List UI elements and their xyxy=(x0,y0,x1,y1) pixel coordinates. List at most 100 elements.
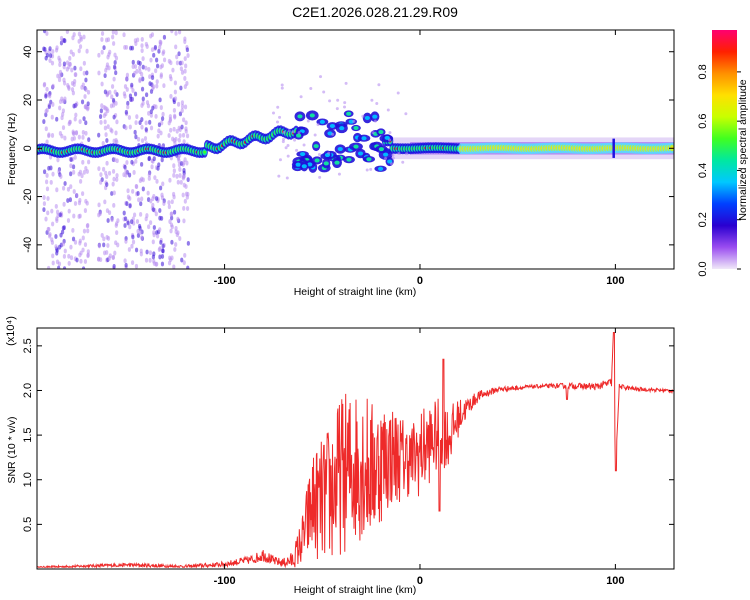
noise-dot xyxy=(185,194,189,200)
y-tick-label: 0 xyxy=(22,145,34,151)
noise-dot xyxy=(116,242,120,248)
scatter-dot xyxy=(285,176,289,180)
noise-dot xyxy=(109,103,114,109)
y-tick-label: -40 xyxy=(22,237,34,253)
scatter-dot xyxy=(370,98,374,102)
noise-dot xyxy=(97,202,101,208)
noise-dot xyxy=(136,191,140,196)
noise-dot xyxy=(154,104,158,110)
scatter-dot xyxy=(286,143,290,147)
blob-inner xyxy=(353,126,359,131)
noise-dot xyxy=(79,258,83,264)
noise-dot xyxy=(169,76,173,82)
noise-dot xyxy=(151,105,155,111)
noise-dot xyxy=(98,114,103,119)
blob-inner xyxy=(309,113,315,118)
noise-dot xyxy=(179,85,183,91)
noise-dot xyxy=(105,138,109,143)
noise-dot xyxy=(147,172,151,178)
noise-dot xyxy=(106,108,110,114)
noise-dot xyxy=(159,130,163,136)
noise-dot xyxy=(148,257,152,263)
blob-inner xyxy=(313,144,319,149)
noise-dot xyxy=(160,157,164,163)
noise-dot xyxy=(159,40,163,45)
noise-dot xyxy=(51,83,55,89)
noise-dot xyxy=(186,53,190,58)
noise-dot xyxy=(147,224,151,230)
noise-dot xyxy=(154,68,158,74)
scatter-dot xyxy=(336,98,340,102)
noise-dot xyxy=(135,114,139,120)
noise-dot xyxy=(171,67,175,73)
colorbar-gradient xyxy=(712,30,737,269)
noise-dot xyxy=(72,213,76,219)
noise-dot xyxy=(48,93,52,99)
noise-dot xyxy=(153,175,157,181)
noise-dot xyxy=(51,221,55,227)
noise-dot xyxy=(55,259,60,265)
noise-dot xyxy=(45,179,49,185)
noise-dot xyxy=(115,158,119,164)
noise-dot xyxy=(179,66,183,72)
noise-dot xyxy=(177,51,181,57)
noise-dot xyxy=(170,215,174,221)
noise-dot xyxy=(81,266,86,269)
noise-dot xyxy=(175,60,180,66)
noise-dot xyxy=(54,234,58,239)
noise-dot xyxy=(104,132,108,138)
noise-dot xyxy=(178,133,182,139)
noise-dot xyxy=(99,179,103,185)
noise-dot xyxy=(58,58,62,63)
colorbar-tick-label: 0.6 xyxy=(697,114,709,129)
noise-dot xyxy=(126,220,130,226)
noise-dot xyxy=(80,84,84,90)
noise-dot xyxy=(167,133,171,138)
noise-dot xyxy=(70,67,74,73)
noise-dot xyxy=(144,257,149,263)
noise-dot xyxy=(138,61,142,66)
scatter-dot xyxy=(317,153,321,157)
noise-dot xyxy=(136,136,141,142)
noise-dot xyxy=(74,112,78,118)
blob-inner xyxy=(364,115,370,120)
scatter-dot xyxy=(386,108,390,112)
noise-dot xyxy=(104,111,108,117)
noise-dot xyxy=(112,263,116,269)
noise-dot xyxy=(110,191,114,196)
noise-dot xyxy=(172,209,177,215)
scatter-dot xyxy=(343,105,347,109)
noise-dot xyxy=(45,52,50,58)
noise-dot xyxy=(146,190,150,196)
noise-dot xyxy=(151,202,155,208)
noise-dot xyxy=(141,64,145,70)
snr-x-label: Height of straight line (km) xyxy=(294,584,417,596)
noise-dot xyxy=(158,227,162,233)
noise-dot xyxy=(172,173,176,178)
noise-dot xyxy=(158,44,162,50)
y-tick-label: 20 xyxy=(22,94,34,106)
noise-dot xyxy=(151,207,156,213)
noise-dot xyxy=(161,111,165,117)
noise-dot xyxy=(61,241,66,247)
noise-dot xyxy=(126,188,130,194)
noise-dot xyxy=(182,139,186,144)
noise-dot xyxy=(108,49,112,55)
noise-dot xyxy=(124,125,128,131)
noise-dot xyxy=(167,204,171,210)
noise-dot xyxy=(174,44,178,50)
x-tick-label: 0 xyxy=(417,575,423,587)
noise-dot xyxy=(42,195,46,200)
noise-dot xyxy=(155,63,160,69)
noise-dot xyxy=(155,233,160,239)
noise-dot xyxy=(172,194,176,200)
noise-dot xyxy=(78,169,83,175)
noise-dot xyxy=(180,257,184,263)
scatter-dot xyxy=(299,95,303,99)
noise-dot xyxy=(84,130,88,136)
noise-dot xyxy=(115,230,119,236)
noise-dot xyxy=(152,232,156,238)
blob-inner xyxy=(319,119,325,124)
blob-inner xyxy=(366,157,372,162)
